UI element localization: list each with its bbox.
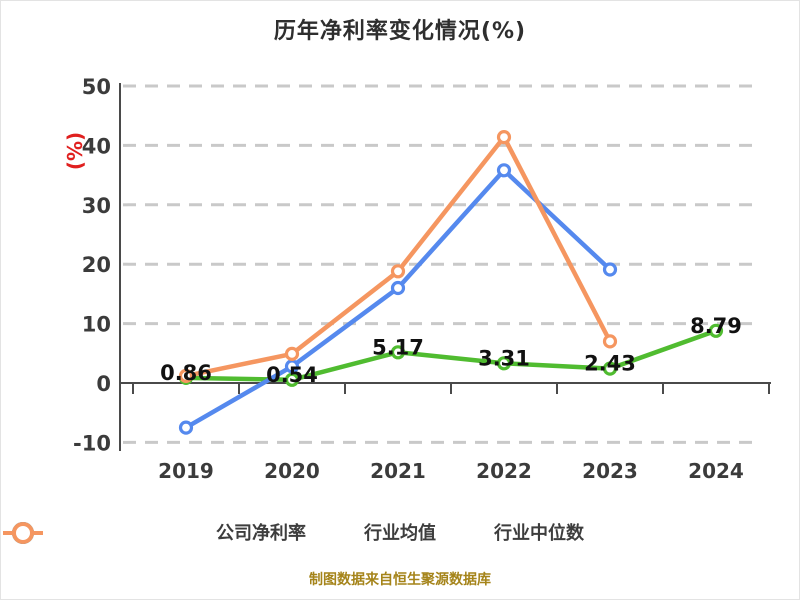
- y-tick-label: 20: [82, 253, 111, 277]
- y-tick-label: 30: [82, 194, 111, 218]
- industry-mean-point: [496, 163, 512, 178]
- company-net-margin-value-label: 5.17: [372, 335, 424, 359]
- legend-label-industry-median: 行业中位数: [494, 523, 584, 544]
- company-net-margin-point: [284, 372, 300, 387]
- chart-title: 历年净利率变化情况(%): [273, 19, 527, 44]
- company-net-margin-point: [602, 361, 618, 376]
- legend-label-industry-mean: 行业均值: [364, 523, 436, 544]
- y-tick-label: 10: [82, 313, 111, 337]
- legend-label-company-net-margin: 公司净利率: [216, 523, 306, 544]
- company-net-margin-value-label: 8.79: [690, 314, 742, 338]
- legend-item-company-net-margin: 公司净利率: [3, 519, 306, 545]
- legend-item-industry-mean: 行业均值: [3, 519, 436, 545]
- x-tick-label: 2020: [264, 459, 320, 483]
- industry-median-point: [284, 346, 300, 361]
- industry-median-point: [390, 264, 406, 279]
- company-net-margin-value-label: 0.54: [266, 363, 318, 387]
- company-net-margin-line: [183, 328, 719, 383]
- x-tick-label: 2022: [476, 459, 532, 483]
- industry-median-point: [602, 334, 618, 349]
- industry-mean-line: [183, 168, 613, 430]
- legend-item-industry-median: 行业中位数: [3, 519, 584, 545]
- industry-median-legend-marker-icon: [3, 522, 43, 544]
- company-net-margin-point: [708, 323, 724, 338]
- industry-mean-point: [178, 420, 194, 435]
- company-net-margin-point: [496, 356, 512, 371]
- y-tick-label: 0: [96, 372, 111, 396]
- y-tick-label: 40: [82, 134, 111, 158]
- x-tick-label: 2019: [158, 459, 214, 483]
- company-net-margin-value-label: 0.86: [160, 361, 212, 385]
- company-net-margin-point: [390, 345, 406, 360]
- x-tick-label: 2023: [582, 459, 638, 483]
- y-tick-label: -10: [73, 431, 111, 455]
- industry-median-point: [496, 130, 512, 145]
- company-net-margin-value-label: 3.31: [478, 346, 530, 370]
- company-net-margin-value-label: 2.43: [584, 352, 636, 376]
- y-tick-label: 50: [82, 75, 111, 99]
- industry-mean-point: [390, 280, 406, 296]
- x-tick-label: 2024: [688, 459, 744, 483]
- data-source-caption: 制图数据来自恒生聚源数据库: [309, 572, 491, 588]
- industry-mean-point: [602, 262, 618, 277]
- industry-median-point: [178, 368, 194, 383]
- legend: 公司净利率 行业均值 行业中位数: [1, 519, 799, 545]
- x-tick-label: 2021: [370, 459, 426, 483]
